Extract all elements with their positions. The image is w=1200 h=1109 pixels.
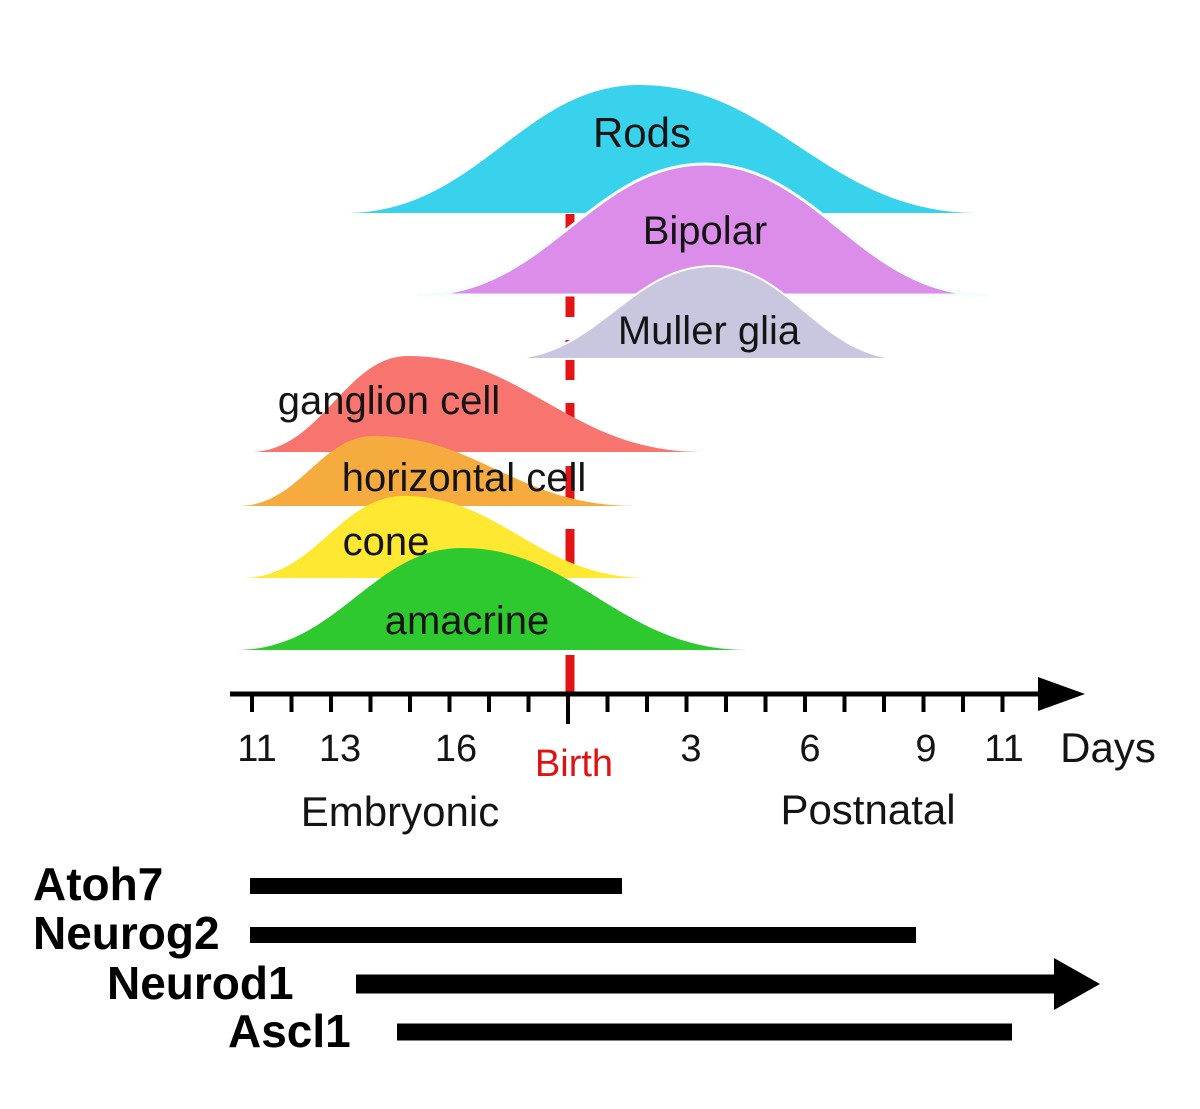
horizontal-cell-curve-label: horizontal cell (341, 456, 587, 500)
gene-bar-atoh7 (250, 878, 622, 894)
gene-label-ascl1: Ascl1 (228, 1005, 351, 1057)
gene-bar-neurod1-arrowhead (1054, 958, 1100, 1010)
tick-label-p6: 6 (799, 728, 821, 770)
x-axis-arrowhead (1038, 677, 1085, 711)
rods-curve-label: Rods (592, 109, 692, 156)
postnatal-region-label: Postnatal (780, 786, 956, 833)
tick-label-p9: 9 (915, 728, 937, 770)
gene-label-neurod1: Neurod1 (107, 957, 294, 1009)
curve-cone (242, 496, 648, 578)
ganglion-cell-curve-label: ganglion cell (277, 379, 501, 423)
tick-label-e13: 13 (318, 728, 362, 770)
embryonic-region-label: Embryonic (300, 788, 500, 835)
axis-unit-label: Days (1060, 724, 1156, 771)
birth-label: Birth (534, 743, 614, 785)
muller-glia-curve-label: Muller glia (617, 309, 801, 353)
gene-label-atoh7: Atoh7 (33, 858, 164, 910)
tick-label-p11: 11 (984, 728, 1024, 770)
curve-amacrine (236, 548, 748, 650)
curve-horizontal (238, 436, 635, 506)
tick-label-e11: 11 (237, 728, 277, 770)
gene-label-neurog2: Neurog2 (33, 907, 220, 959)
gene-bar-ascl1 (397, 1023, 1012, 1041)
gene-bar-neurod1 (356, 974, 1056, 994)
curve-muller (502, 264, 908, 360)
gene-bar-neurog2 (250, 927, 916, 943)
amacrine-curve-label: amacrine (384, 599, 550, 643)
curve-ganglion (250, 356, 702, 452)
cone-curve-label: cone (342, 520, 430, 564)
bipolar-curve-label: Bipolar (642, 209, 768, 253)
tick-label-e16: 16 (434, 728, 478, 770)
tick-label-p3: 3 (680, 728, 702, 770)
curve-rods (345, 85, 978, 213)
curve-bipolar (417, 162, 989, 297)
